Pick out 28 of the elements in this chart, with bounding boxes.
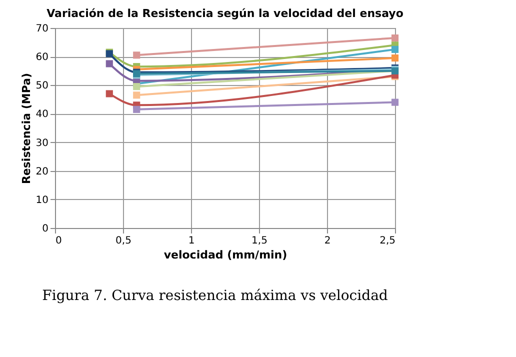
point — [133, 52, 140, 59]
x-tick-label: 1,5 — [252, 236, 268, 246]
y-tick-label: 40 — [36, 109, 48, 120]
x-tick-label: 0 — [56, 236, 62, 246]
point — [391, 54, 399, 62]
x-tick-label: 1 — [188, 236, 195, 246]
x-axis-title: velocidad (mm/min) — [164, 248, 288, 262]
point — [391, 46, 399, 53]
point — [391, 34, 399, 42]
y-tick-label: 70 — [36, 24, 48, 34]
point — [106, 60, 113, 68]
text: Figura 7. Curva resistencia máxima vs velocidad — [42, 288, 388, 304]
y-tick-label: 20 — [36, 166, 48, 178]
point — [133, 92, 140, 99]
x-tick-label: 2 — [324, 236, 331, 246]
point — [133, 106, 140, 113]
y-tick-label: 50 — [36, 80, 48, 92]
y-tick-label: 0 — [42, 224, 48, 234]
chart-title: Variación de la Resistencia según la velocidad del ensayo — [46, 7, 404, 20]
y-tick-label: 10 — [36, 194, 48, 206]
x-tick-label: 0,5 — [116, 236, 132, 246]
y-tick-label: 60 — [36, 52, 48, 64]
point — [391, 98, 399, 106]
point — [106, 90, 113, 98]
x-tick-label: 2,5 — [380, 236, 396, 246]
point — [133, 83, 140, 90]
y-tick-label: 30 — [36, 138, 48, 149]
y-axis-title: Resistencia (MPa) — [20, 72, 33, 184]
